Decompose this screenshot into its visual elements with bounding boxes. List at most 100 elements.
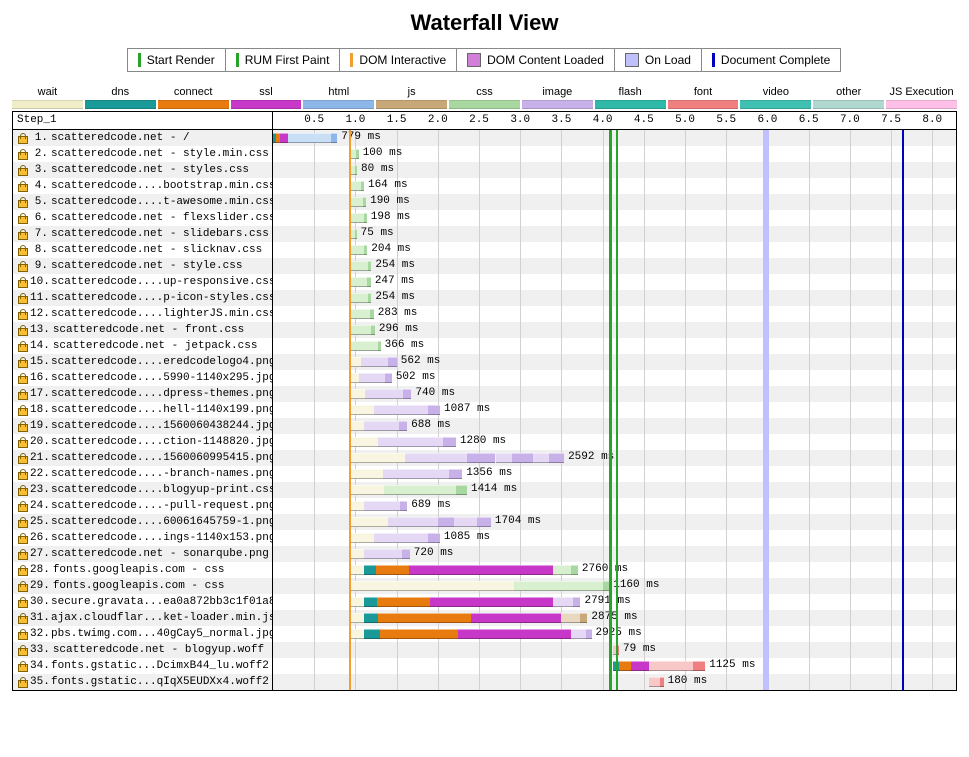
- row-number: 32.: [30, 628, 48, 640]
- row-number: 23.: [30, 484, 48, 496]
- waterfall-row[interactable]: 27.scatteredcode.net - sonarqube.png720 …: [13, 546, 956, 562]
- segment-css: [355, 165, 357, 175]
- type-swatch-bar: [595, 100, 666, 109]
- segment-image_wait: [364, 421, 399, 431]
- legend-label: DOM Content Loaded: [487, 53, 604, 67]
- waterfall-row[interactable]: 35.fonts.gstatic...qIqX5EUDXx4.woff2180 …: [13, 674, 956, 690]
- event-legend-item: DOM Interactive: [339, 48, 457, 72]
- row-resource: scatteredcode....blogyup-print.css: [51, 484, 273, 496]
- waterfall-row[interactable]: 6.scatteredcode.net - flexslider.css198 …: [13, 210, 956, 226]
- waterfall-row[interactable]: 28.fonts.googleapis.com - css2760 ms: [13, 562, 956, 578]
- row-bars: 366 ms: [273, 338, 956, 354]
- row-label: 23.scatteredcode....blogyup-print.css: [13, 482, 273, 498]
- row-bars: 740 ms: [273, 386, 956, 402]
- waterfall-row[interactable]: 30.secure.gravata...ea0a872bb3c1f01a8279…: [13, 594, 956, 610]
- legend-label: Start Render: [147, 53, 215, 67]
- segment-connect: [619, 661, 631, 671]
- type-swatch-bar: [85, 100, 156, 109]
- row-bars: 562 ms: [273, 354, 956, 370]
- waterfall-row[interactable]: 2.scatteredcode.net - style.min.css100 m…: [13, 146, 956, 162]
- waterfall-row[interactable]: 8.scatteredcode.net - slicknav.css204 ms: [13, 242, 956, 258]
- row-bars: 2592 ms: [273, 450, 956, 466]
- row-resource: scatteredcode.net - slidebars.css: [51, 228, 269, 240]
- row-resource: scatteredcode.net - front.css: [53, 324, 244, 336]
- waterfall-row[interactable]: 21.scatteredcode....1560060995415.png259…: [13, 450, 956, 466]
- row-label: 18.scatteredcode....hell-1140x199.png: [13, 402, 273, 418]
- row-label: 3.scatteredcode.net - styles.css: [13, 162, 273, 178]
- waterfall-row[interactable]: 9.scatteredcode.net - style.css254 ms: [13, 258, 956, 274]
- row-label: 13.scatteredcode.net - front.css: [13, 322, 273, 338]
- waterfall-row[interactable]: 26.scatteredcode....ings-1140x153.png108…: [13, 530, 956, 546]
- waterfall-row[interactable]: 22.scatteredcode....-branch-names.png135…: [13, 466, 956, 482]
- row-bars: 79 ms: [273, 642, 956, 658]
- type-swatch: image: [522, 86, 593, 109]
- waterfall-row[interactable]: 29.fonts.googleapis.com - css1160 ms: [13, 578, 956, 594]
- waterfall-row[interactable]: 5.scatteredcode....t-awesome.min.css190 …: [13, 194, 956, 210]
- type-swatch-label: font: [668, 86, 739, 98]
- waterfall-row[interactable]: 10.scatteredcode....up-responsive.css247…: [13, 274, 956, 290]
- waterfall-row[interactable]: 1.scatteredcode.net - /779 ms: [13, 130, 956, 146]
- waterfall-row[interactable]: 3.scatteredcode.net - styles.css80 ms: [13, 162, 956, 178]
- waterfall-row[interactable]: 33.scatteredcode.net - blogyup.woff79 ms: [13, 642, 956, 658]
- waterfall-row[interactable]: 4.scatteredcode....bootstrap.min.css 164 …: [13, 178, 956, 194]
- segment-css_wait: [350, 245, 364, 255]
- segment-css_wait: [350, 325, 371, 335]
- axis-tick: 8.0: [922, 114, 942, 126]
- waterfall-row[interactable]: 17.scatteredcode....dpress-themes.png740…: [13, 386, 956, 402]
- event-legend-item: DOM Content Loaded: [456, 48, 615, 72]
- lock-icon: [17, 309, 27, 320]
- waterfall-row[interactable]: 14.scatteredcode.net - jetpack.css366 ms: [13, 338, 956, 354]
- waterfall-row[interactable]: 20.scatteredcode....ction-1148820.jpg128…: [13, 434, 956, 450]
- row-resource: scatteredcode....-pull-request.png: [51, 500, 273, 512]
- row-resource: scatteredcode.net - style.css: [51, 260, 242, 272]
- row-bars: 720 ms: [273, 546, 956, 562]
- lock-icon: [17, 421, 27, 432]
- segment-image_wait: [365, 389, 403, 399]
- row-bars: 75 ms: [273, 226, 956, 242]
- waterfall-row[interactable]: 32.pbs.twimg.com...40gCay5_normal.jpg292…: [13, 626, 956, 642]
- type-swatch-label: other: [813, 86, 884, 98]
- waterfall-row[interactable]: 34.fonts.gstatic...DcimxB44_lu.woff21125…: [13, 658, 956, 674]
- row-bars: 1356 ms: [273, 466, 956, 482]
- segment-ssl: [458, 629, 571, 639]
- row-label: 29.fonts.googleapis.com - css: [13, 578, 273, 594]
- waterfall-row[interactable]: 7.scatteredcode.net - slidebars.css75 ms: [13, 226, 956, 242]
- row-duration: 164 ms: [368, 179, 408, 191]
- row-bars: 1085 ms: [273, 530, 956, 546]
- lock-icon: [17, 389, 27, 400]
- event-legend-item: Start Render: [127, 48, 226, 72]
- segment-wait_light: [350, 485, 384, 495]
- segment-image: [477, 517, 491, 527]
- waterfall-row[interactable]: 13.scatteredcode.net - front.css296 ms: [13, 322, 956, 338]
- row-bars: 688 ms: [273, 418, 956, 434]
- lock-icon: [17, 677, 27, 688]
- row-duration: 283 ms: [378, 307, 418, 319]
- waterfall-row[interactable]: 16.scatteredcode....5990-1140x295.jpg502…: [13, 370, 956, 386]
- row-number: 4.: [30, 180, 48, 192]
- type-swatch: other: [813, 86, 884, 109]
- waterfall-row[interactable]: 31.ajax.cloudflar...ket-loader.min.js287…: [13, 610, 956, 626]
- row-label: 21.scatteredcode....1560060995415.png: [13, 450, 273, 466]
- waterfall-row[interactable]: 25.scatteredcode....60061645759-1.png170…: [13, 514, 956, 530]
- event-legend: Start RenderRUM First PaintDOM Interacti…: [12, 48, 957, 72]
- row-number: 16.: [30, 372, 48, 384]
- waterfall-row[interactable]: 15.scatteredcode....eredcodelogo4.png562…: [13, 354, 956, 370]
- waterfall-row[interactable]: 18.scatteredcode....hell-1140x199.png108…: [13, 402, 956, 418]
- row-resource: scatteredcode....bootstrap.min.css: [51, 180, 273, 192]
- waterfall-row[interactable]: 12.scatteredcode....lighterJS.min.css283…: [13, 306, 956, 322]
- row-resource: fonts.gstatic...qIqX5EUDXx4.woff2: [51, 676, 269, 688]
- waterfall-row[interactable]: 19.scatteredcode....1560060438244.jpg688…: [13, 418, 956, 434]
- type-legend: waitdnsconnectsslhtmljscssimageflashfont…: [12, 86, 957, 109]
- event-legend-item: Document Complete: [701, 48, 841, 72]
- waterfall-row[interactable]: 11.scatteredcode....p-icon-styles.css254…: [13, 290, 956, 306]
- row-label: 5.scatteredcode....t-awesome.min.css: [13, 194, 273, 210]
- waterfall-row[interactable]: 24.scatteredcode....-pull-request.png689…: [13, 498, 956, 514]
- type-swatch: font: [668, 86, 739, 109]
- type-swatch-bar: [668, 100, 739, 109]
- waterfall-row[interactable]: 23.scatteredcode....blogyup-print.css141…: [13, 482, 956, 498]
- row-duration: 247 ms: [375, 275, 415, 287]
- row-resource: scatteredcode....ings-1140x153.png: [51, 532, 273, 544]
- row-bars: 254 ms: [273, 290, 956, 306]
- row-label: 9.scatteredcode.net - style.css: [13, 258, 273, 274]
- row-number: 17.: [30, 388, 48, 400]
